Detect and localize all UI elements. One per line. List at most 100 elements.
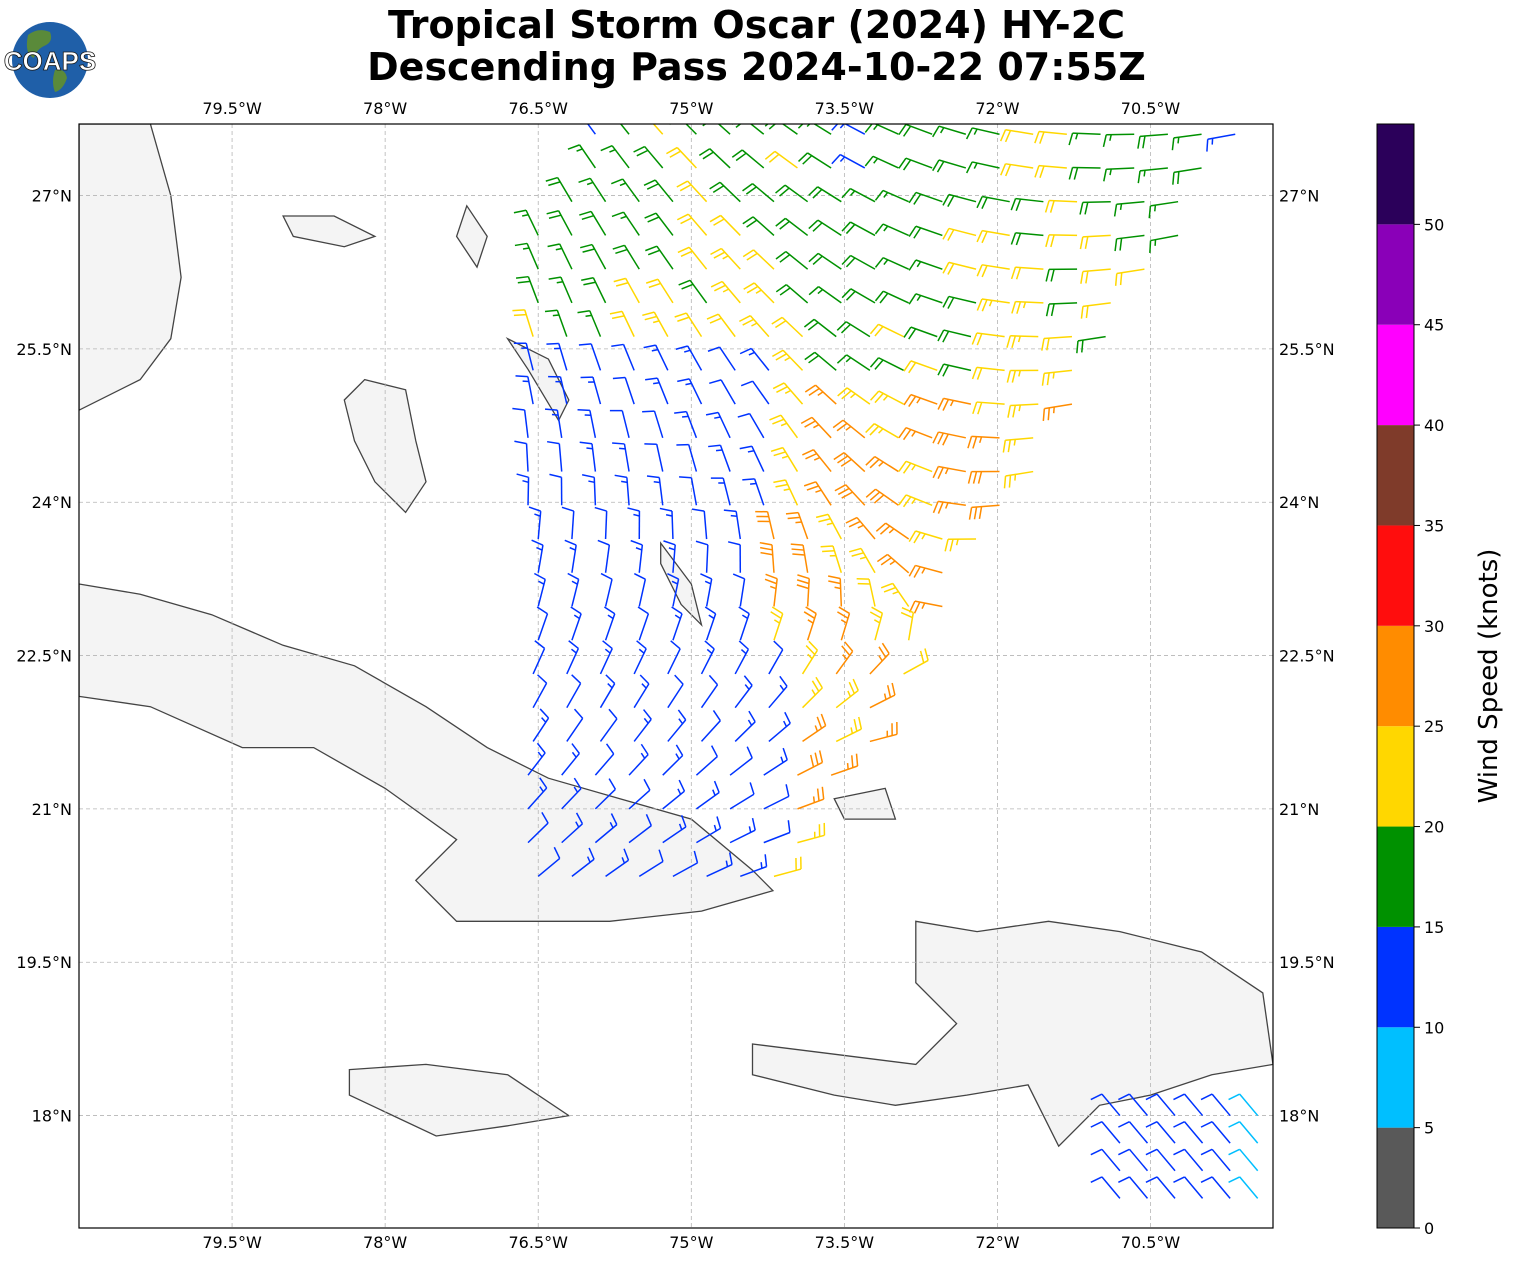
wind-barb (1079, 234, 1111, 250)
lat-label-right: 24°N (1279, 493, 1319, 512)
wind-barb (637, 606, 650, 641)
wind-barb (1172, 167, 1202, 185)
wind-barb (532, 674, 548, 709)
wind-barb (932, 500, 966, 514)
wind-barb (1145, 1121, 1176, 1144)
wind-barb (770, 446, 799, 472)
wind-barb (841, 288, 876, 304)
wind-barb (848, 547, 876, 574)
logo-land (26, 30, 52, 58)
wind-barb (515, 375, 534, 405)
wind-barb (1228, 1121, 1259, 1144)
wind-barb (1102, 133, 1135, 148)
wind-barb (869, 682, 896, 709)
wind-barb (527, 812, 549, 844)
colorbar-swatch (1377, 525, 1414, 626)
wind-barb (835, 641, 854, 675)
wind-barb (802, 676, 823, 709)
wind-barb (1042, 403, 1073, 422)
wind-barb (763, 820, 791, 844)
wind-barb (740, 380, 770, 405)
wind-barb (1148, 200, 1179, 219)
lon-label-bottom: 76.5°W (509, 1233, 569, 1252)
wind-barb (544, 309, 568, 337)
wind-barb (831, 153, 866, 169)
wind-barb (545, 176, 573, 203)
wind-barb (803, 606, 817, 641)
wind-barb (709, 379, 736, 405)
wind-barb (820, 545, 843, 573)
wind-barb (732, 573, 746, 607)
wind-barb (700, 674, 719, 709)
wind-barb (1080, 302, 1111, 319)
wind-barb (676, 443, 698, 472)
wind-barb (999, 128, 1034, 143)
logo-land (53, 69, 67, 92)
wind-barb (599, 674, 616, 709)
wind-barb (835, 678, 859, 709)
wind-barb (737, 412, 765, 439)
lat-label-left: 25.5°N (16, 340, 72, 359)
wind-barb (514, 242, 539, 270)
lat-label-right: 21°N (1279, 800, 1319, 819)
wind-barb (869, 390, 904, 405)
wind-barb (1118, 1176, 1149, 1199)
wind-barb (1145, 1176, 1176, 1199)
wind-barb (802, 449, 832, 473)
wind-barb (830, 753, 859, 776)
wind-barb (837, 387, 871, 405)
wind-barb (567, 572, 580, 607)
wind-barb (1200, 1148, 1231, 1172)
wind-barb (1173, 1176, 1204, 1199)
wind-barb (579, 210, 607, 236)
lat-label-left: 19.5°N (16, 953, 72, 972)
wind-barb (513, 209, 539, 236)
wind-barb (841, 221, 876, 237)
wind-barb (644, 212, 674, 236)
wind-barbs (512, 124, 1259, 1199)
wind-barb (833, 452, 866, 473)
wind-barb (1034, 164, 1067, 179)
wind-barb (768, 675, 788, 709)
wind-barb (759, 541, 775, 573)
wind-barb (671, 606, 683, 641)
wind-barb (1000, 163, 1034, 177)
wind-barb (667, 674, 684, 709)
wind-barb (869, 357, 904, 372)
wind-barb (566, 674, 582, 709)
wind-barb (513, 342, 534, 371)
lon-label-top: 76.5°W (509, 99, 569, 118)
wind-barb (903, 326, 938, 340)
wind-barb (628, 743, 649, 776)
wind-barb (567, 144, 596, 169)
wind-barb (561, 743, 580, 776)
wind-barb (738, 314, 770, 338)
wind-barb (976, 195, 1010, 210)
wind-barb (666, 146, 697, 169)
wind-barb (547, 440, 563, 472)
wind-barb (610, 178, 640, 203)
wind-barb (612, 244, 640, 270)
wind-barb (594, 778, 617, 810)
wind-barb (755, 510, 775, 540)
wind-barb (727, 541, 742, 573)
wind-barb (1118, 1148, 1149, 1172)
wind-barb (609, 409, 630, 439)
wind-barb (797, 822, 826, 844)
lon-label-bottom: 70.5°W (1121, 1233, 1181, 1252)
wind-barb (976, 298, 1010, 312)
wind-barb (561, 812, 584, 844)
wind-barb (1068, 132, 1101, 146)
wind-barb (600, 572, 613, 607)
title-line-2: Descending Pass 2024-10-22 07:55Z (367, 45, 1146, 89)
map-area (79, 124, 1273, 1228)
wind-barb (937, 363, 972, 377)
wind-barb (611, 343, 635, 371)
wind-barb (566, 708, 584, 742)
wind-barb (769, 414, 799, 439)
wind-barb (832, 419, 866, 439)
wind-barb (1200, 1176, 1231, 1199)
wind-barb (942, 295, 977, 309)
wind-barb (1200, 1093, 1231, 1117)
wind-barb (775, 184, 809, 203)
